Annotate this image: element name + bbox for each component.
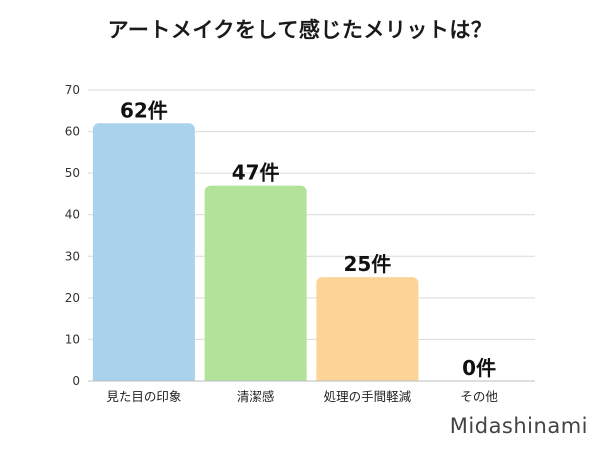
data-label: 25件 xyxy=(343,252,391,276)
brand-logo: Midashinami xyxy=(449,414,588,438)
bar xyxy=(316,277,419,381)
y-tick-label: 70 xyxy=(65,83,80,97)
data-label: 0件 xyxy=(462,356,496,380)
category-label: 処理の手間軽減 xyxy=(324,389,412,404)
data-label: 47件 xyxy=(232,161,280,185)
y-tick-label: 50 xyxy=(65,166,80,180)
data-labels: 62件 47件 25件 0件 xyxy=(120,98,496,380)
bar xyxy=(92,123,195,381)
bar-base xyxy=(204,373,307,381)
y-axis-ticks: 0 10 20 30 40 50 60 70 xyxy=(65,83,80,388)
y-tick-label: 20 xyxy=(65,291,80,305)
y-tick-label: 30 xyxy=(65,249,80,263)
bars xyxy=(92,123,419,381)
bar-base xyxy=(92,373,195,381)
bar-base xyxy=(316,373,419,381)
y-tick-label: 40 xyxy=(65,208,80,222)
chart-title: アートメイクをして感じたメリットは？ xyxy=(107,18,493,42)
category-label: 清潔感 xyxy=(237,389,275,404)
y-tick-label: 60 xyxy=(65,125,80,139)
y-tick-label: 0 xyxy=(72,374,80,388)
category-label: その他 xyxy=(460,389,498,404)
bar xyxy=(204,185,307,381)
y-tick-label: 10 xyxy=(65,332,80,346)
category-label: 見た目の印象 xyxy=(106,389,181,404)
category-labels: 見た目の印象 清潔感 処理の手間軽減 その他 xyxy=(106,389,498,404)
data-label: 62件 xyxy=(120,98,168,122)
